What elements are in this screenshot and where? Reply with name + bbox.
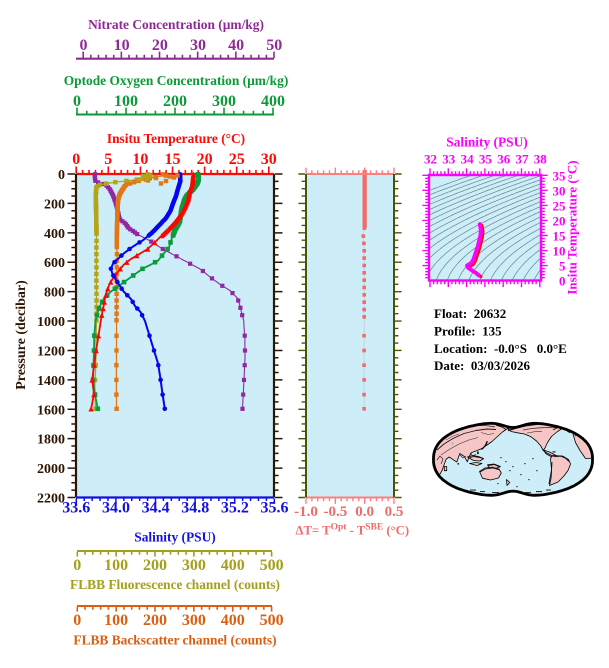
svg-text:Optode Oxygen Concentration (µ: Optode Oxygen Concentration (µm/kg) [64,73,289,88]
svg-text:Float: 20632: Float: 20632 [434,306,506,321]
svg-text:400: 400 [44,227,65,242]
svg-text:100: 100 [104,557,128,574]
svg-text:15: 15 [165,151,181,168]
svg-text:5: 5 [559,259,566,274]
svg-text:20: 20 [197,151,213,168]
svg-text:30: 30 [553,183,566,198]
svg-text:300: 300 [212,93,236,110]
svg-text:2200: 2200 [37,491,65,506]
svg-text:Salinity (PSU): Salinity (PSU) [134,530,215,545]
svg-text:300: 300 [182,612,206,629]
svg-text:100: 100 [114,93,138,110]
svg-text:Pressure (decibar): Pressure (decibar) [14,280,29,390]
svg-text:25: 25 [229,151,245,168]
svg-text:Date: 03/03/2026: Date: 03/03/2026 [434,358,531,373]
svg-text:FLBB Backscatter channel (coun: FLBB Backscatter channel (counts) [73,633,276,648]
svg-text:30: 30 [261,151,277,168]
svg-text:34.0: 34.0 [102,500,130,517]
svg-text:50: 50 [266,37,282,54]
svg-text:200: 200 [44,197,65,212]
svg-text:0.5: 0.5 [385,504,404,520]
svg-text:Insitu Temperature (°C): Insitu Temperature (°C) [565,160,580,294]
svg-text:35.2: 35.2 [221,500,249,517]
svg-text:200: 200 [163,93,187,110]
svg-text:10: 10 [132,151,148,168]
svg-text:Location: -0.0°S 0.0°E: Location: -0.0°S 0.0°E [434,341,567,356]
svg-text:35: 35 [553,168,567,183]
svg-text:-0.5: -0.5 [323,504,347,520]
svg-text:Nitrate Concentration (µm/kg): Nitrate Concentration (µm/kg) [88,17,264,32]
svg-text:Salinity (PSU): Salinity (PSU) [446,135,527,150]
svg-text:0: 0 [72,151,80,168]
svg-text:35: 35 [479,152,493,167]
svg-text:-1.0: -1.0 [294,504,318,520]
svg-text:0: 0 [58,168,65,183]
svg-text:0.0: 0.0 [355,504,374,520]
svg-text:600: 600 [44,256,65,271]
svg-text:20: 20 [152,37,168,54]
svg-text:Insitu Temperature (°C): Insitu Temperature (°C) [107,131,245,146]
svg-text:20: 20 [553,213,566,228]
svg-text:400: 400 [261,93,285,110]
svg-text:1400: 1400 [37,374,65,389]
svg-text:30: 30 [190,37,206,54]
svg-text:15: 15 [553,229,567,244]
svg-text:37: 37 [516,152,530,167]
svg-text:2000: 2000 [37,462,65,477]
svg-text:500: 500 [260,557,284,574]
svg-text:1600: 1600 [37,403,65,418]
svg-text:0: 0 [559,274,566,289]
svg-text:25: 25 [553,198,567,213]
svg-text:400: 400 [221,557,245,574]
svg-text:40: 40 [228,37,244,54]
svg-text:1800: 1800 [37,433,65,448]
svg-text:400: 400 [221,612,245,629]
svg-text:0: 0 [73,612,81,629]
svg-text:34: 34 [461,152,475,167]
svg-text:100: 100 [104,612,128,629]
svg-text:0: 0 [73,557,81,574]
svg-text:300: 300 [182,557,206,574]
svg-text:10: 10 [114,37,130,54]
svg-text:1000: 1000 [37,315,65,330]
svg-text:0: 0 [80,37,88,54]
svg-text:200: 200 [143,612,167,629]
svg-text:800: 800 [44,286,65,301]
svg-text:5: 5 [104,151,112,168]
svg-text:Profile: 135: Profile: 135 [434,324,502,339]
svg-text:32: 32 [424,152,437,167]
svg-text:10: 10 [553,244,566,259]
svg-text:34.4: 34.4 [142,500,170,517]
svg-text:ΔT= TOpt - TSBE (°C): ΔT= TOpt - TSBE (°C) [296,523,410,538]
svg-text:33.6: 33.6 [62,500,90,517]
svg-text:200: 200 [143,557,167,574]
svg-text:FLBB Fluorescence channel (cou: FLBB Fluorescence channel (counts) [70,577,280,592]
svg-text:34.8: 34.8 [181,500,209,517]
svg-text:0: 0 [73,93,81,110]
svg-text:35.6: 35.6 [261,500,289,517]
svg-text:36: 36 [497,152,511,167]
svg-text:500: 500 [260,612,284,629]
svg-text:33: 33 [442,152,456,167]
svg-text:38: 38 [534,152,548,167]
svg-text:1200: 1200 [37,344,65,359]
